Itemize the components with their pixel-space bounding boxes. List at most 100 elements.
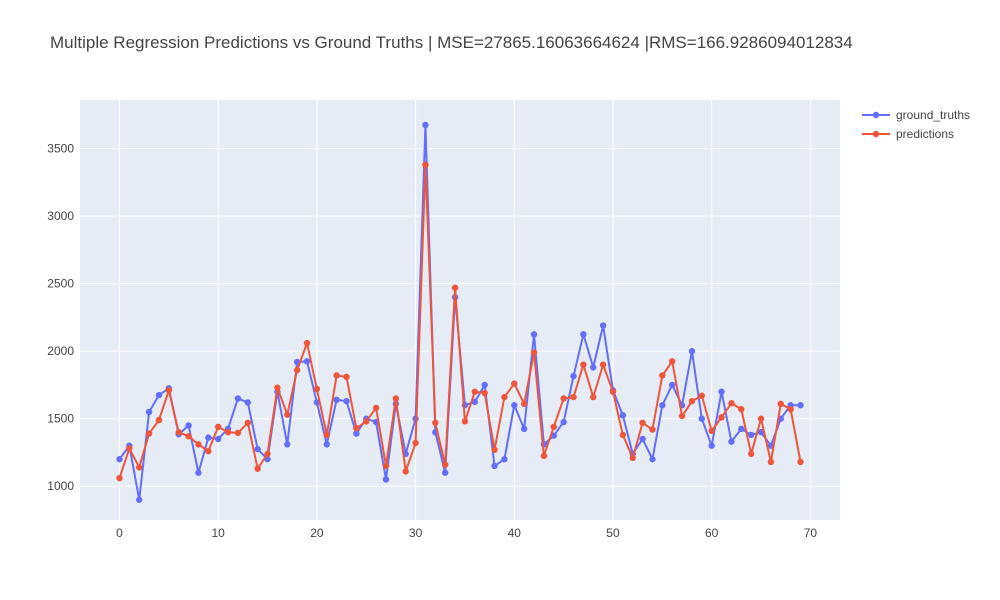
data-point-predictions — [738, 406, 745, 413]
data-point-predictions — [678, 412, 686, 420]
data-point-ground_truths — [560, 418, 567, 426]
legend-item-ground_truths: ground_truths — [862, 108, 970, 122]
data-point-predictions — [718, 414, 725, 421]
data-point-ground_truths — [599, 322, 607, 329]
data-point-predictions — [501, 393, 508, 401]
series-line-ground_truths — [118, 123, 801, 501]
data-point-predictions — [481, 389, 488, 397]
data-point-ground_truths — [580, 331, 587, 338]
data-point-predictions — [323, 431, 330, 439]
data-point-ground_truths — [639, 435, 646, 443]
chart-title: Multiple Regression Predictions vs Groun… — [50, 33, 853, 52]
x-tick-label: 10 — [212, 526, 226, 540]
data-point-predictions — [363, 418, 370, 425]
data-point-predictions — [264, 450, 271, 458]
data-point-predictions — [313, 385, 321, 393]
series-predictions — [116, 161, 804, 482]
data-point-ground_truths — [422, 121, 429, 129]
data-point-ground_truths — [511, 402, 518, 409]
data-point-ground_truths — [205, 434, 212, 441]
x-tick-label: 60 — [705, 526, 719, 540]
data-point-ground_truths — [619, 412, 627, 419]
data-point-predictions — [293, 366, 301, 374]
data-point-ground_truths — [432, 429, 439, 436]
data-point-ground_truths — [264, 456, 271, 463]
data-point-ground_truths — [471, 398, 479, 406]
data-point-ground_truths — [214, 435, 222, 443]
data-point-ground_truths — [323, 441, 330, 448]
data-point-predictions — [284, 411, 291, 418]
data-point-ground_truths — [234, 395, 242, 402]
data-point-ground_truths — [155, 391, 163, 399]
y-tick-label: 1000 — [47, 479, 74, 493]
data-point-predictions — [580, 361, 587, 368]
data-point-predictions — [136, 464, 143, 471]
data-point-ground_truths — [343, 397, 350, 405]
data-point-predictions — [224, 429, 232, 436]
data-point-predictions — [382, 462, 390, 470]
data-point-predictions — [520, 400, 528, 408]
data-point-ground_truths — [441, 469, 449, 476]
data-point-ground_truths — [402, 450, 409, 458]
data-point-predictions — [165, 387, 173, 394]
x-tick-label: 70 — [804, 526, 818, 540]
data-point-ground_truths — [333, 396, 340, 404]
data-point-predictions — [540, 452, 548, 460]
data-point-ground_truths — [698, 415, 706, 422]
data-point-predictions — [570, 393, 577, 401]
data-point-ground_truths — [481, 381, 488, 389]
series-line-predictions — [118, 163, 802, 479]
data-point-predictions — [402, 468, 409, 475]
data-point-ground_truths — [175, 431, 182, 438]
data-point-predictions — [767, 458, 775, 466]
data-point-predictions — [432, 419, 439, 426]
series-ground_truths — [116, 121, 804, 503]
legend-label: predictions — [896, 127, 954, 141]
legend-swatch-marker — [872, 111, 880, 119]
data-point-predictions — [185, 433, 192, 440]
data-point-predictions — [550, 423, 557, 431]
data-point-ground_truths — [501, 456, 508, 463]
y-tick-label: 3500 — [47, 142, 74, 156]
data-point-predictions — [649, 426, 656, 433]
data-point-predictions — [343, 373, 350, 381]
y-tick-label: 2500 — [47, 277, 74, 291]
data-point-ground_truths — [116, 456, 123, 463]
x-tick-label: 30 — [409, 526, 423, 540]
data-point-predictions — [274, 384, 281, 391]
data-point-predictions — [669, 358, 676, 365]
data-point-ground_truths — [185, 422, 192, 429]
data-point-ground_truths — [303, 358, 311, 365]
data-point-ground_truths — [293, 358, 301, 366]
data-point-predictions — [688, 397, 696, 405]
data-point-ground_truths — [718, 388, 725, 395]
data-point-ground_truths — [767, 442, 775, 449]
gridlines — [80, 100, 840, 520]
data-point-predictions — [195, 441, 202, 448]
data-point-predictions — [787, 406, 794, 413]
data-point-predictions — [422, 161, 429, 169]
data-point-predictions — [145, 430, 153, 437]
data-point-predictions — [659, 372, 666, 379]
data-point-predictions — [205, 447, 212, 455]
data-point-ground_truths — [165, 385, 173, 392]
y-tick-label: 2000 — [47, 344, 74, 358]
data-point-predictions — [511, 380, 518, 387]
data-point-ground_truths — [688, 347, 696, 355]
data-point-predictions — [599, 361, 607, 368]
data-point-predictions — [491, 446, 498, 453]
data-point-ground_truths — [382, 476, 390, 483]
data-point-ground_truths — [669, 381, 676, 389]
data-point-predictions — [214, 423, 222, 431]
data-point-ground_truths — [224, 425, 232, 433]
data-point-predictions — [698, 392, 706, 399]
data-point-predictions — [747, 450, 755, 458]
data-point-predictions — [333, 372, 340, 379]
data-point-ground_truths — [550, 432, 557, 439]
data-point-ground_truths — [728, 438, 735, 445]
data-point-predictions — [116, 474, 123, 482]
data-point-ground_truths — [412, 415, 419, 422]
legend: ground_truths predictions — [862, 108, 970, 141]
